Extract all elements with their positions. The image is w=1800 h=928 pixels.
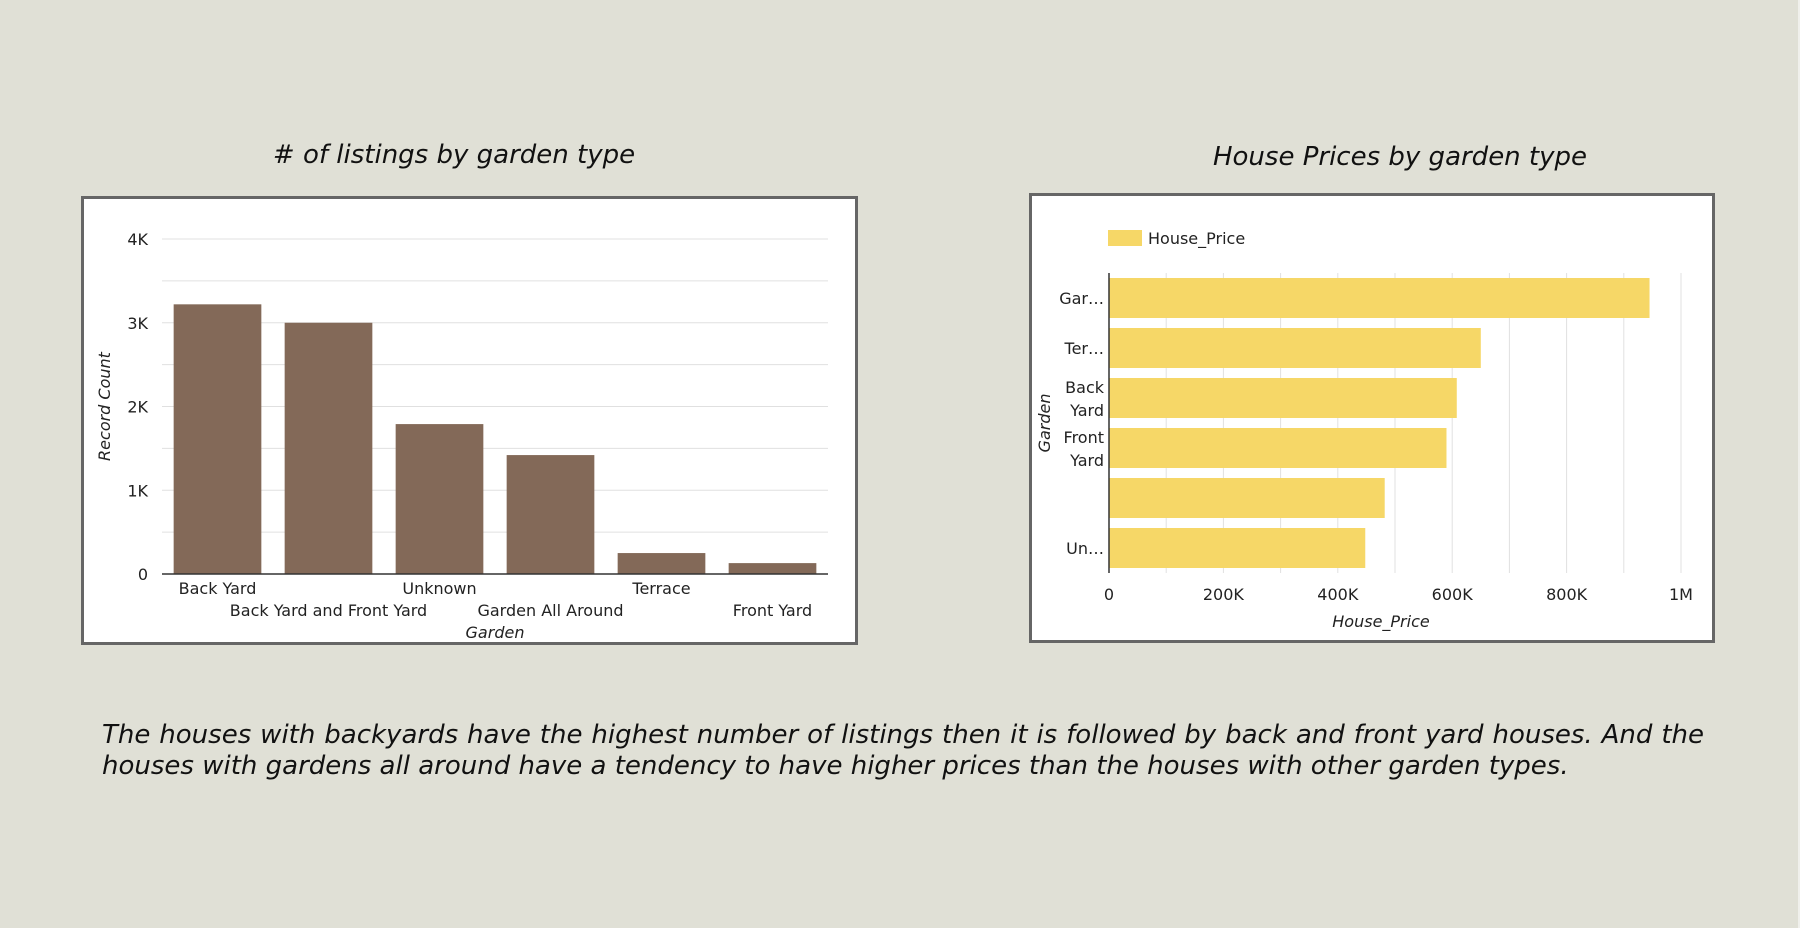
y-tick-label: Ter… xyxy=(1064,339,1104,358)
bar-chart-panel: 0 1K 2K 3K 4K Back Yard Back Yard and Front Ya… xyxy=(81,196,858,645)
x-tick-label: Unknown xyxy=(402,579,476,598)
y-tick-label: Gar… xyxy=(1059,289,1104,308)
y-tick-label: Yard xyxy=(1069,451,1104,470)
y-tick-label: Back xyxy=(1065,378,1105,397)
legend-label: House_Price xyxy=(1148,229,1245,249)
bar xyxy=(1109,428,1447,468)
y-tick-label: 1K xyxy=(127,481,148,500)
x-tick-label: 600K xyxy=(1432,585,1474,604)
bar xyxy=(1109,278,1650,318)
x-tick-label: 200K xyxy=(1203,585,1245,604)
page-edge xyxy=(1798,0,1800,928)
x-tick-label: 0 xyxy=(1104,585,1114,604)
y-axis-title: Record Count xyxy=(95,351,114,461)
x-tick-label: Terrace xyxy=(631,579,690,598)
y-tick-label: 0 xyxy=(138,565,148,584)
bar xyxy=(1109,528,1366,568)
x-tick-label: Garden All Around xyxy=(477,601,623,620)
bar xyxy=(173,304,262,574)
x-axis-title: Garden xyxy=(466,623,525,642)
y-tick-label: Front xyxy=(1064,428,1104,447)
hbar-chart-panel: House_Price Gar… Ter… Back Yard Front Yard Un… 0… xyxy=(1029,193,1715,643)
x-tick-label: 1M xyxy=(1669,585,1693,604)
y-tick-label: Yard xyxy=(1069,401,1104,420)
y-tick-label: 4K xyxy=(127,230,148,249)
bar xyxy=(506,455,595,574)
bar xyxy=(1109,328,1481,368)
y-tick-label: Un… xyxy=(1066,539,1104,558)
x-axis-title: House_Price xyxy=(1332,612,1430,632)
hbar-chart-title: House Prices by garden type xyxy=(1212,142,1588,172)
y-tick-label: 2K xyxy=(127,398,148,417)
x-tick-label: Front Yard xyxy=(733,601,812,620)
caption-text: The houses with backyards have the highe… xyxy=(102,720,1704,781)
x-tick-label: Back Yard and Front Yard xyxy=(230,601,427,620)
bar xyxy=(1109,378,1457,418)
listings-bar-chart: 0 1K 2K 3K 4K Back Yard Back Yard and Front Ya… xyxy=(95,230,828,642)
bar xyxy=(395,424,484,574)
x-tick-label: Back Yard xyxy=(179,579,257,598)
bar xyxy=(284,322,373,574)
price-hbar-chart: House_Price Gar… Ter… Back Yard Front Yard Un… 0… xyxy=(1035,229,1693,632)
y-axis-title: Garden xyxy=(1035,394,1054,453)
bar xyxy=(1109,478,1385,518)
x-tick-label: 400K xyxy=(1317,585,1359,604)
x-tick-label: 800K xyxy=(1546,585,1588,604)
bar-chart-title: # of listings by garden type xyxy=(272,140,636,170)
y-tick-label: 3K xyxy=(127,314,148,333)
bar xyxy=(617,553,706,574)
legend-swatch xyxy=(1108,230,1142,246)
bar xyxy=(728,563,817,574)
